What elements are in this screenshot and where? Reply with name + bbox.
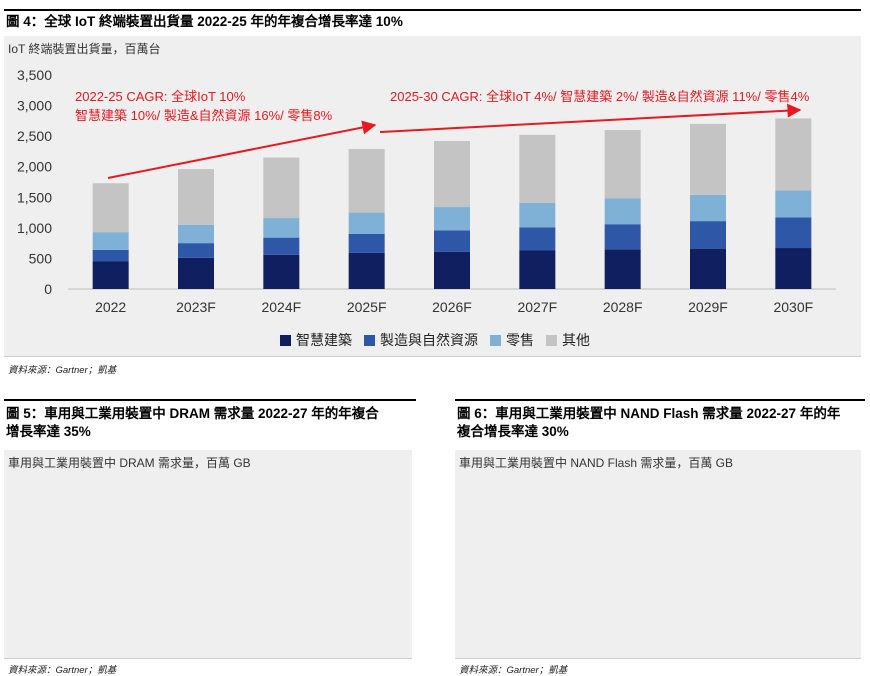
fig4-bar-segment xyxy=(178,243,214,258)
fig4-legend: 智慧建築 製造與自然資源 零售 其他 xyxy=(0,330,870,350)
fig4-bar-segment xyxy=(604,224,641,250)
fig6-panel xyxy=(455,450,861,658)
fig4-xtick-label: 2027F xyxy=(517,299,557,315)
fig4-bar-segment xyxy=(519,202,556,228)
fig5-panel xyxy=(4,450,412,658)
fig6-title-line1: 圖 6：車用與工業用裝置中 NAND Flash 需求量 2022-27 年的年 xyxy=(457,406,841,421)
fig4-bar-segment xyxy=(348,252,385,289)
fig4-bar-segment xyxy=(519,134,556,203)
fig4-bar-segment xyxy=(178,257,214,289)
fig5-bottom-rule xyxy=(4,658,412,659)
fig4-legend-swatch xyxy=(280,334,291,346)
fig4-xtick-label: 2022 xyxy=(95,299,126,315)
fig4-bar-segment xyxy=(775,217,812,249)
fig4-ytick-label: 0 xyxy=(44,281,52,297)
fig4-bar-segment xyxy=(348,212,385,234)
fig4-bar-segment xyxy=(604,249,641,289)
fig4-bar-segment xyxy=(263,237,300,255)
fig4-bar-segment xyxy=(604,198,641,225)
fig4-annotation-segments-2022-25: 智慧建築 10%/ 製造&自然資源 16%/ 零售8% xyxy=(75,108,333,123)
fig6-bottom-rule xyxy=(455,658,861,659)
fig4-bar-segment xyxy=(604,130,641,199)
fig6-top-rule xyxy=(455,399,865,401)
fig6-source: 資料來源：Gartner；凱基 xyxy=(459,665,568,676)
fig4-bar-segment xyxy=(434,141,470,208)
fig5-top-rule xyxy=(4,399,416,401)
fig4-legend-label: 製造與自然資源 xyxy=(380,332,478,348)
fig4-legend-swatch xyxy=(364,334,375,346)
fig4-ytick-label: 1,500 xyxy=(17,189,52,205)
fig4-annotation-cagr-2025-30: 2025-30 CAGR: 全球IoT 4%/ 智慧建築 2%/ 製造&自然資源… xyxy=(390,89,810,104)
fig4-bar-segment xyxy=(775,118,812,191)
fig4-bar-segment xyxy=(690,123,726,195)
fig4-xtick-label: 2024F xyxy=(261,299,301,315)
fig4-bar-segment xyxy=(690,194,726,222)
fig4-trend-arrow-2 xyxy=(379,103,802,133)
fig4-bar-segment xyxy=(348,148,385,213)
fig4-bar-segment xyxy=(519,227,556,251)
fig4-legend-item: 零售 xyxy=(490,330,534,350)
fig4-xtick-label: 2025F xyxy=(347,299,387,315)
fig4-trend-arrow-1 xyxy=(107,120,377,179)
fig4-xtick-label: 2028F xyxy=(603,299,643,315)
fig4-bar-segment xyxy=(775,248,812,289)
fig5-unit-label: 車用與工業用裝置中 DRAM 需求量，百萬 GB xyxy=(8,456,251,470)
fig4-bar-segment xyxy=(434,251,470,289)
fig4-annotation-cagr-2022-25: 2022-25 CAGR: 全球IoT 10% xyxy=(75,89,246,104)
fig4-ytick-label: 3,000 xyxy=(17,98,52,114)
fig4-top-rule xyxy=(4,9,861,11)
fig5-title-line1: 圖 5：車用與工業用裝置中 DRAM 需求量 2022-27 年的年複合 xyxy=(6,406,379,421)
fig4-bar-segment xyxy=(775,190,812,218)
fig4-legend-label: 智慧建築 xyxy=(296,332,352,348)
fig4-legend-label: 其他 xyxy=(562,332,590,348)
fig4-bottom-rule xyxy=(4,356,861,357)
fig4-bar-segment xyxy=(434,230,470,252)
fig4-ytick-label: 500 xyxy=(29,250,53,266)
fig5-title: 圖 5：車用與工業用裝置中 DRAM 需求量 2022-27 年的年複合 增長率… xyxy=(6,405,418,441)
fig4-legend-swatch xyxy=(546,334,557,346)
fig4-bar-segment xyxy=(263,218,300,238)
fig4-bar-segment xyxy=(434,207,470,231)
fig4-ytick-label: 1,000 xyxy=(17,220,52,236)
fig4-unit-label: IoT 終端裝置出貨量，百萬台 xyxy=(8,42,161,56)
fig4-xtick-label: 2023F xyxy=(176,299,216,315)
fig4-legend-item: 製造與自然資源 xyxy=(364,330,478,350)
fig4-bar-segment xyxy=(178,169,214,225)
fig4-xtick-label: 2029F xyxy=(688,299,728,315)
fig4-bar-segment xyxy=(690,248,726,289)
fig5-source: 資料來源：Gartner；凱基 xyxy=(8,665,117,676)
fig4-xtick-label: 2030F xyxy=(773,299,813,315)
fig4-legend-item: 其他 xyxy=(546,330,590,350)
fig4-bar-segment xyxy=(263,254,300,289)
fig4-xtick-label: 2026F xyxy=(432,299,472,315)
fig4-ytick-label: 3,500 xyxy=(17,67,52,83)
fig4-bar-segment xyxy=(348,233,385,253)
fig4-bar-segment xyxy=(263,157,300,219)
fig4-legend-item: 智慧建築 xyxy=(280,330,352,350)
fig4-legend-swatch xyxy=(490,334,501,346)
fig4-bar-segment xyxy=(92,183,129,233)
fig4-bar-segment xyxy=(92,249,129,262)
fig4-ytick-label: 2,500 xyxy=(17,128,52,144)
fig4-ytick-label: 2,000 xyxy=(17,159,52,175)
fig4-bar-segment xyxy=(92,261,129,289)
fig4-legend-label: 零售 xyxy=(506,332,534,348)
fig6-unit-label: 車用與工業用裝置中 NAND Flash 需求量，百萬 GB xyxy=(459,456,734,470)
fig6-title-line2: 複合增長率達 30% xyxy=(457,424,569,439)
fig4-bar-segment xyxy=(690,221,726,249)
fig4-bar-segment xyxy=(92,232,129,250)
fig4-bar-segment xyxy=(178,224,214,244)
fig4-title: 圖 4：全球 IoT 終端裝置出貨量 2022-25 年的年複合增長率達 10% xyxy=(6,14,403,29)
fig4-source: 資料來源：Gartner；凱基 xyxy=(8,365,117,376)
fig4-bar-segment xyxy=(519,250,556,289)
fig6-title: 圖 6：車用與工業用裝置中 NAND Flash 需求量 2022-27 年的年… xyxy=(457,405,869,441)
fig5-title-line2: 增長率達 35% xyxy=(6,424,91,439)
